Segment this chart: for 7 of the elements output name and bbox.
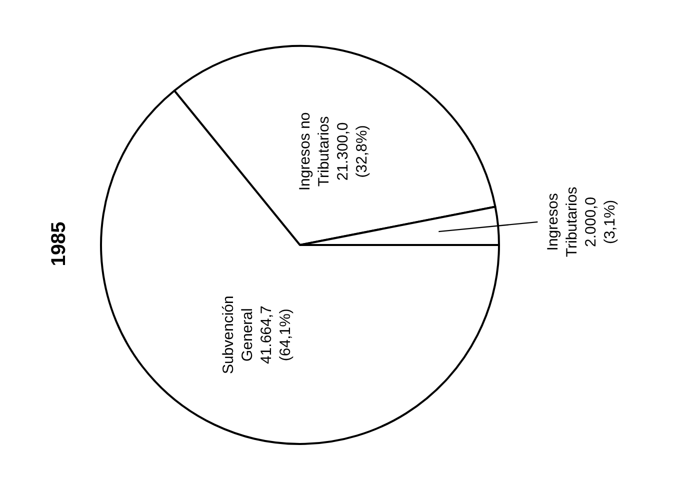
slice-label: Subvención General [220,296,256,374]
data-label: 21.300,0 (32,8%) [334,122,371,181]
slice-label: Ingresos no Tributarios [296,112,333,191]
slice-label: Ingresos Tributarios [544,186,580,258]
text: 1985 [48,220,71,268]
data-label: 41.664,7 (64,1%) [258,306,294,364]
data-label: 2.000,0 (3,1%) [582,196,618,247]
